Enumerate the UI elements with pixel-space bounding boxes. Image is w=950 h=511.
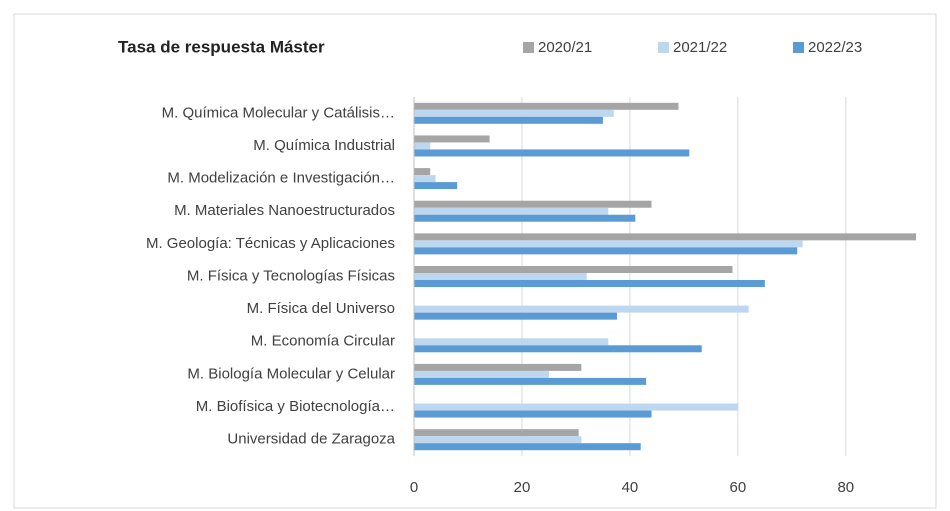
bar: [414, 135, 490, 143]
x-tick-label: 40: [622, 479, 639, 496]
bar: [414, 207, 609, 215]
x-tick-label: 20: [514, 479, 531, 496]
y-tick-label: M. Química Molecular y Catálisis…: [162, 104, 395, 121]
chart-title: Tasa de respuesta Máster: [118, 37, 325, 56]
bar: [414, 312, 617, 320]
bar: [414, 175, 436, 183]
bar: [414, 214, 636, 222]
y-tick-label: M. Física del Universo: [247, 300, 395, 317]
chart-border: [13, 13, 937, 509]
bar: [414, 233, 916, 241]
bar: [414, 168, 431, 176]
legend-label: 2022/23: [808, 39, 862, 56]
bar: [414, 116, 603, 124]
bar: [414, 377, 647, 385]
bar: [414, 149, 690, 157]
bar: [414, 240, 803, 248]
bar: [414, 305, 749, 313]
y-tick-label: M. Biofísica y Biotecnología…: [196, 398, 395, 415]
bar: [414, 429, 579, 437]
bar: [414, 142, 431, 150]
bar: [414, 443, 641, 451]
y-tick-label: M. Economía Circular: [251, 333, 395, 350]
y-tick-label: M. Modelización e Investigación…: [167, 170, 395, 187]
y-tick-label: M. Física y Tecnologías Físicas: [187, 267, 395, 284]
y-tick-label: Universidad de Zaragoza: [227, 431, 395, 448]
bar: [414, 266, 733, 273]
bar: [414, 370, 549, 378]
bar: [414, 410, 652, 418]
y-tick-label: M. Geología: Técnicas y Aplicaciones: [146, 235, 395, 252]
legend-label: 2020/21: [538, 39, 592, 56]
bar: [414, 247, 798, 255]
bar: [414, 102, 679, 110]
bar: [414, 363, 582, 371]
bar: [414, 273, 587, 280]
legend-swatch: [793, 42, 804, 53]
x-tick-label: 80: [837, 479, 854, 496]
x-tick-label: 0: [410, 479, 418, 496]
legend-label: 2021/22: [673, 39, 727, 56]
x-tick-label: 60: [730, 479, 747, 496]
y-tick-label: M. Química Industrial: [253, 137, 395, 154]
bar: [414, 345, 702, 353]
legend-swatch: [658, 42, 669, 53]
bar: [414, 436, 582, 444]
bar: [414, 280, 765, 287]
bar: [414, 403, 738, 411]
bar: [414, 338, 609, 346]
legend-swatch: [523, 42, 534, 53]
y-tick-label: M. Biología Molecular y Celular: [187, 365, 395, 382]
bar: [414, 200, 652, 208]
bar: [414, 109, 614, 117]
bar: [414, 182, 458, 190]
y-tick-label: M. Materiales Nanoestructurados: [174, 202, 395, 219]
